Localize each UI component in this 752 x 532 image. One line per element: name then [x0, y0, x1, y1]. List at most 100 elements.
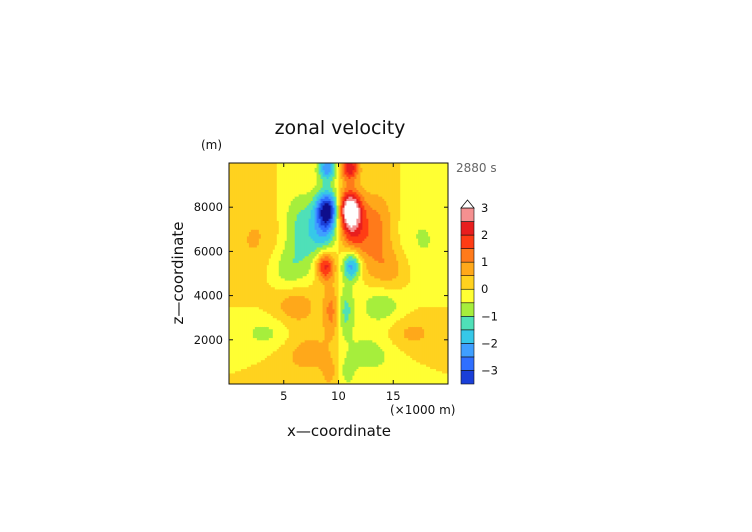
field-cell — [328, 251, 332, 255]
field-cell — [302, 258, 306, 277]
field-cell — [392, 300, 395, 312]
field-cell — [318, 262, 322, 272]
field-cell — [340, 251, 343, 266]
field-cell — [326, 280, 330, 308]
field-cell — [404, 328, 407, 339]
field-cell — [354, 187, 357, 193]
field-cell — [344, 260, 347, 277]
field-cell — [420, 337, 423, 365]
field-cell — [318, 258, 322, 263]
field-cell — [422, 337, 425, 365]
field-cell — [274, 350, 278, 385]
field-cell — [424, 306, 427, 365]
field-cell — [278, 288, 282, 321]
field-cell — [356, 198, 359, 204]
field-cell — [344, 240, 347, 248]
field-cell — [350, 269, 353, 277]
field-cell — [362, 163, 365, 188]
field-cell — [292, 286, 296, 297]
field-cell — [314, 249, 318, 257]
field-cell — [302, 286, 306, 297]
field-cell — [410, 326, 413, 341]
field-cell — [408, 313, 411, 328]
field-cell — [344, 191, 347, 197]
field-cell — [438, 163, 441, 308]
field-cell — [320, 235, 324, 244]
field-cell — [332, 375, 336, 385]
field-cell — [330, 300, 334, 323]
field-cell — [396, 260, 399, 277]
field-cell — [232, 372, 236, 385]
field-cell — [294, 280, 298, 288]
field-cell — [234, 163, 238, 308]
field-cell — [316, 233, 320, 244]
field-cell — [350, 264, 353, 270]
field-cell — [322, 297, 326, 328]
field-cell — [328, 302, 332, 321]
field-cell — [408, 264, 411, 283]
field-cell — [432, 368, 435, 385]
field-cell — [398, 288, 401, 321]
field-cell — [364, 339, 367, 367]
field-cell — [376, 295, 379, 321]
field-cell — [356, 342, 359, 370]
field-cell — [318, 198, 322, 204]
field-cell — [352, 375, 355, 385]
field-cell — [232, 306, 236, 374]
field-cell — [320, 187, 324, 193]
field-cell — [288, 163, 292, 206]
field-cell — [416, 238, 419, 310]
field-cell — [324, 280, 328, 381]
field-cell — [318, 368, 322, 385]
field-cell — [364, 284, 367, 341]
field-cell — [352, 339, 355, 376]
field-cell — [334, 216, 338, 228]
field-cell — [376, 211, 379, 261]
field-cell — [260, 339, 264, 361]
field-cell — [366, 163, 369, 193]
field-cell — [360, 185, 363, 195]
field-cell — [312, 196, 316, 206]
field-cell — [444, 163, 447, 308]
field-cell — [416, 361, 419, 385]
field-cell — [418, 339, 421, 363]
field-cell — [258, 233, 262, 239]
field-cell — [334, 264, 338, 272]
field-cell — [306, 339, 310, 367]
field-cell — [356, 271, 359, 281]
field-cell — [382, 258, 385, 263]
field-cell — [262, 359, 266, 385]
field-cell — [424, 364, 427, 385]
x-tick-label: 5 — [280, 389, 287, 403]
field-cell — [346, 381, 349, 385]
field-cell — [254, 246, 258, 308]
field-cell — [332, 196, 336, 202]
field-cell — [436, 370, 439, 385]
field-cell — [282, 311, 286, 325]
field-cell — [268, 337, 272, 356]
field-cell — [420, 364, 423, 385]
field-cell — [410, 163, 413, 312]
field-cell — [322, 200, 326, 206]
field-cell — [316, 196, 320, 202]
field-cell — [356, 262, 359, 272]
field-cell — [332, 207, 336, 215]
field-cell — [352, 253, 355, 259]
field-cell — [324, 379, 328, 385]
field-cell — [304, 193, 308, 208]
field-cell — [246, 306, 250, 367]
field-cell — [268, 163, 272, 259]
field-cell — [342, 244, 345, 252]
field-cell — [314, 167, 318, 173]
field-cell — [430, 368, 433, 385]
field-cell — [378, 163, 381, 197]
field-cell — [356, 163, 359, 175]
field-cell — [370, 366, 373, 385]
field-cell — [348, 253, 351, 257]
field-cell — [394, 302, 397, 310]
field-cell — [416, 326, 419, 341]
colorbar-tick-label: 0 — [481, 282, 488, 296]
field-cell — [254, 306, 258, 328]
field-cell — [354, 178, 357, 188]
field-cell — [370, 193, 373, 208]
